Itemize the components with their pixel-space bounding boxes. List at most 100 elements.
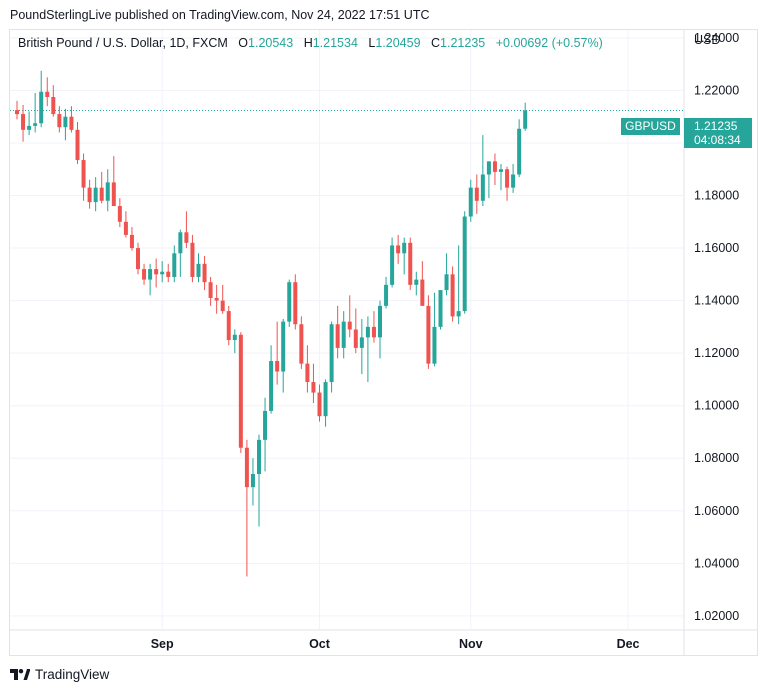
candle <box>123 211 128 238</box>
candle-body <box>323 382 328 417</box>
candle-body <box>263 410 268 440</box>
candle <box>474 174 479 214</box>
candle-body <box>444 274 449 291</box>
candle <box>311 363 316 404</box>
candle-body <box>499 169 503 172</box>
candle <box>214 284 219 314</box>
candle-body <box>226 311 231 341</box>
candle-body <box>190 242 195 277</box>
candle <box>438 290 443 330</box>
candle <box>111 156 116 207</box>
candle <box>347 295 352 338</box>
candle <box>208 276 213 306</box>
price-tick-label: 1.16000 <box>694 241 739 255</box>
candle <box>341 311 346 359</box>
currency-label: USD <box>694 33 721 47</box>
candle <box>172 245 177 283</box>
symbol-tag: GBPUSD <box>621 118 680 135</box>
last-price-value: 1.21235 <box>694 119 738 133</box>
price-tick-label: 1.02000 <box>694 609 739 623</box>
candle-body <box>517 128 522 175</box>
candle-body <box>414 279 419 285</box>
candle-body <box>81 160 86 188</box>
candle <box>426 295 431 369</box>
candle <box>75 121 80 164</box>
candle-body <box>347 321 352 330</box>
candle <box>293 274 298 330</box>
candle <box>202 255 207 291</box>
candle <box>365 316 370 383</box>
price-tick-label: 1.10000 <box>694 399 739 413</box>
candle <box>238 332 243 453</box>
brand[interactable]: TradingView <box>10 667 109 682</box>
candle-body <box>492 161 497 172</box>
candle-body <box>317 392 322 417</box>
candle <box>142 263 147 285</box>
candle-body <box>299 324 304 364</box>
candle <box>105 169 110 212</box>
candle-body <box>275 361 280 372</box>
candle-body <box>244 447 249 488</box>
candle <box>190 234 195 283</box>
legend-change: +0.00692 (+0.57%) <box>495 36 603 50</box>
candle <box>353 308 358 354</box>
candle-body <box>450 274 455 317</box>
candle-body <box>335 324 340 348</box>
legend-high-value: 1.21534 <box>312 36 358 50</box>
candle <box>396 234 401 264</box>
candle <box>456 245 461 325</box>
candle-body <box>232 334 237 341</box>
candle <box>378 300 382 359</box>
candle-body <box>378 305 382 338</box>
bar-countdown: 04:08:34 <box>694 133 741 147</box>
legend-open-label: O <box>238 36 249 50</box>
candle <box>117 198 122 228</box>
time-tick-label: Sep <box>151 637 174 651</box>
candle <box>226 305 231 346</box>
candle <box>329 321 334 393</box>
time-tick-label: Nov <box>459 637 483 651</box>
candle-body <box>365 326 370 338</box>
candle-body <box>21 114 26 130</box>
candle-body <box>123 221 128 235</box>
candle-body <box>117 206 122 222</box>
price-tick-label: 1.22000 <box>694 83 739 97</box>
candle-body <box>353 329 358 348</box>
candle <box>39 70 44 128</box>
candle-body <box>396 245 401 254</box>
candle <box>166 263 171 283</box>
candle <box>408 237 413 291</box>
candle-body <box>432 326 437 364</box>
candle-body <box>269 361 274 411</box>
price-tick-label: 1.14000 <box>694 294 739 308</box>
grid-lines <box>10 30 683 629</box>
candle-body <box>99 187 104 201</box>
candle <box>15 100 19 120</box>
candle-body <box>214 297 219 301</box>
legend-open-value: 1.20543 <box>248 36 294 50</box>
candle <box>148 263 153 296</box>
candle-body <box>45 91 50 97</box>
candle <box>299 316 304 369</box>
candle-body <box>111 182 116 207</box>
price-tick-label: 1.06000 <box>694 504 739 518</box>
time-axis: Sep Oct Nov Dec <box>151 637 640 651</box>
tradingview-logo-icon <box>10 669 30 680</box>
candle <box>499 163 503 191</box>
candle-body <box>408 242 413 285</box>
candle-body <box>402 242 407 254</box>
candle-body <box>250 473 255 488</box>
candle <box>129 227 134 251</box>
candle-body <box>136 248 140 270</box>
candle-body <box>456 311 461 317</box>
candle-body <box>142 269 147 280</box>
candle-body <box>523 110 528 129</box>
candle-body <box>166 271 171 277</box>
price-tick-label: 1.08000 <box>694 451 739 465</box>
candle <box>184 211 189 249</box>
candle <box>402 237 407 275</box>
candle-body <box>172 253 177 277</box>
candle-body <box>329 324 334 383</box>
candle <box>160 261 165 283</box>
